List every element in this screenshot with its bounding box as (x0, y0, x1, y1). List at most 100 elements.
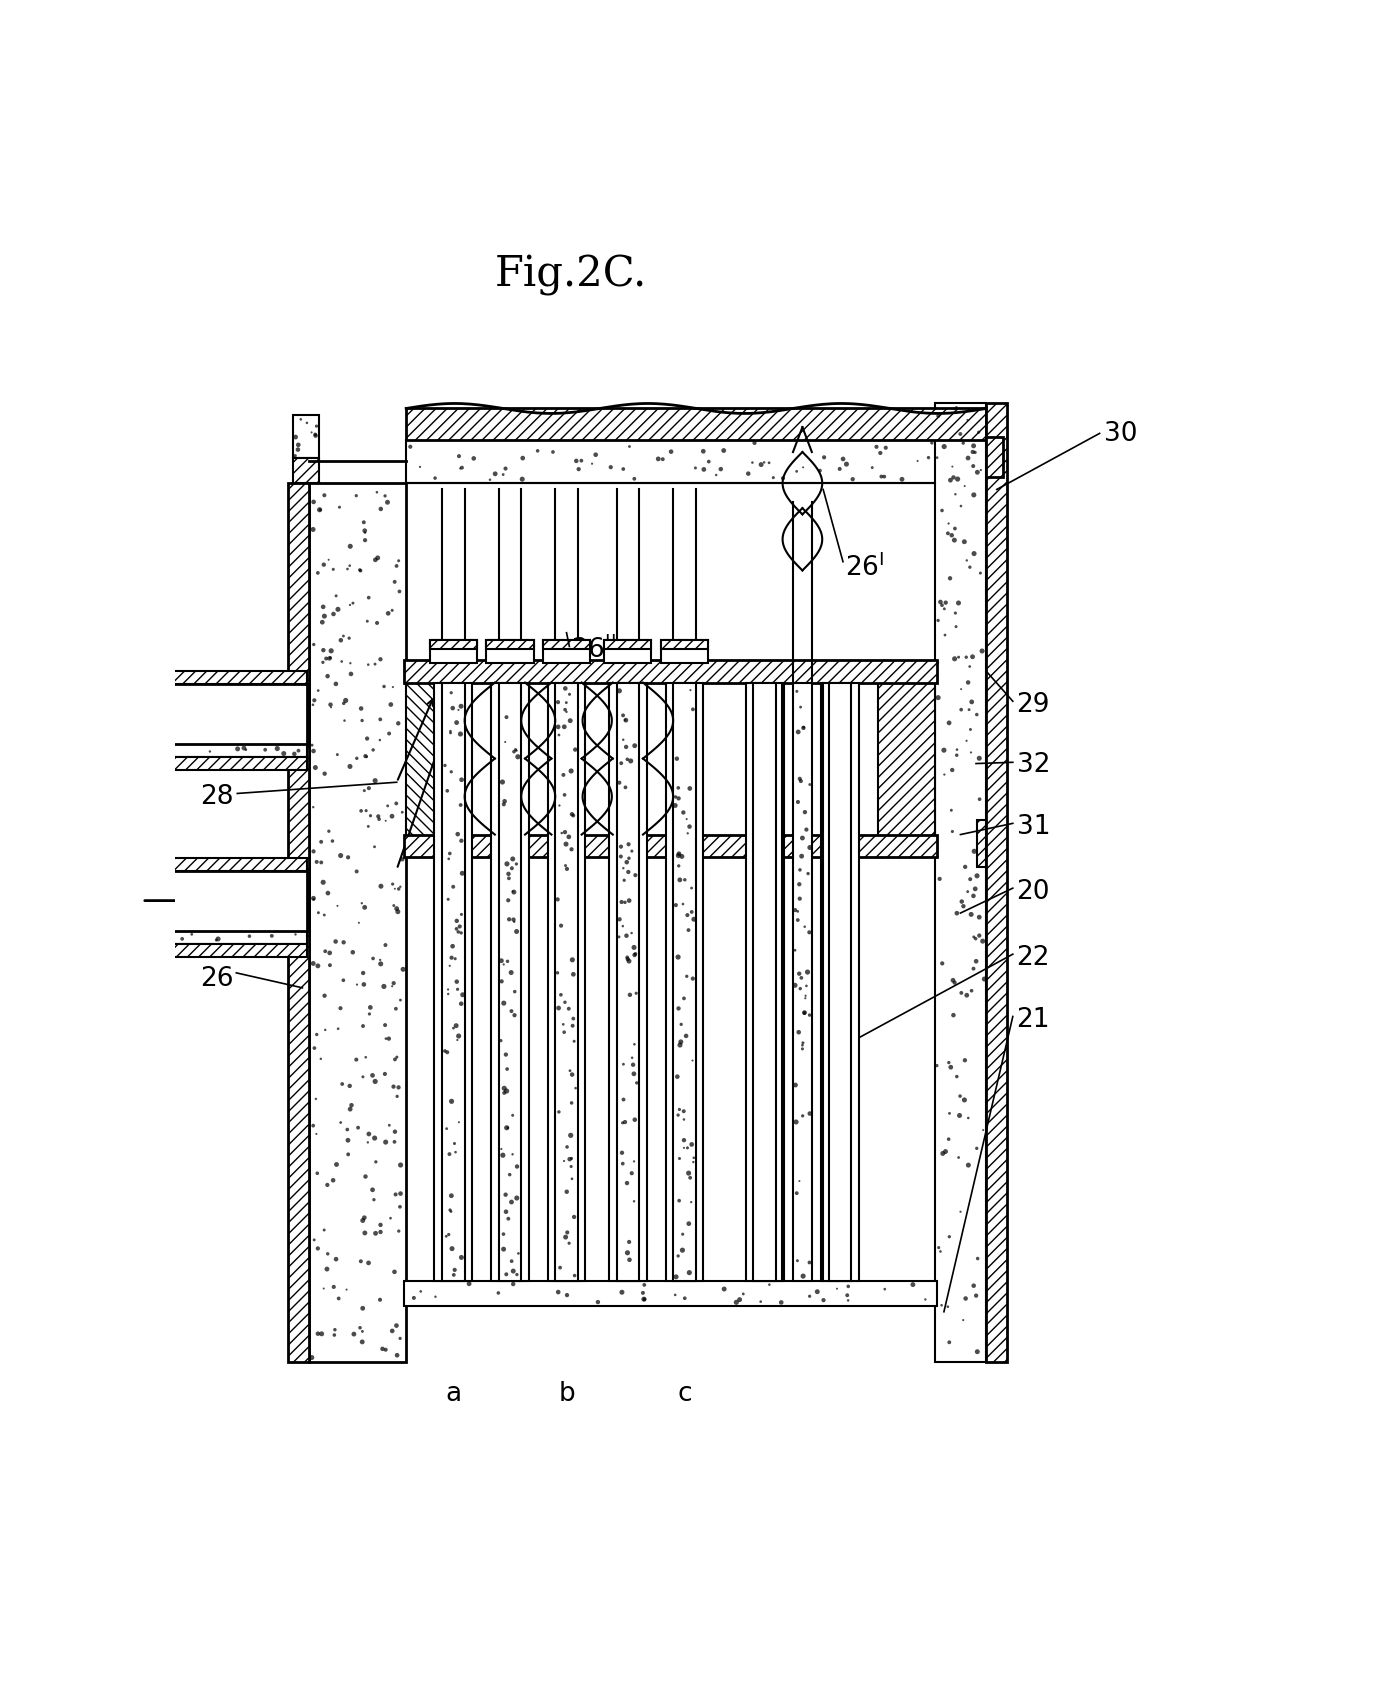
Point (664, 793, 686, 820)
Point (560, 1090, 582, 1117)
Bar (430, 640, 477, 650)
Point (633, 1285, 655, 1313)
Point (633, 1272, 655, 1299)
Point (339, 650, 361, 678)
Point (505, 737, 528, 764)
Point (963, 440, 986, 467)
Point (612, 1109, 634, 1136)
Point (364, 1124, 386, 1151)
Point (442, 874, 465, 902)
Point (948, 1144, 970, 1172)
Point (410, 1279, 433, 1306)
Point (951, 980, 973, 1007)
Point (963, 839, 986, 866)
Bar (609, 683, 647, 1280)
Point (941, 523, 963, 550)
Text: b: b (559, 1380, 575, 1406)
Point (871, 464, 893, 491)
Point (381, 803, 403, 830)
Bar (406, 440, 987, 484)
Point (357, 584, 379, 611)
Point (612, 703, 634, 730)
Point (491, 769, 514, 796)
Point (364, 767, 386, 795)
Point (440, 679, 462, 706)
Point (951, 888, 973, 915)
Point (493, 1075, 515, 1102)
Point (384, 1129, 406, 1156)
Point (309, 829, 332, 856)
Point (287, 737, 309, 764)
Bar (151, 931, 307, 944)
Point (438, 1221, 461, 1248)
Point (563, 1027, 585, 1054)
Point (623, 732, 645, 759)
Point (284, 922, 307, 949)
Point (382, 1073, 405, 1100)
Point (384, 1046, 406, 1073)
Point (931, 593, 953, 620)
Point (351, 708, 374, 735)
Text: a: a (445, 1380, 462, 1406)
Point (501, 846, 524, 873)
Bar (406, 409, 987, 440)
Point (938, 1100, 960, 1127)
Point (385, 1182, 407, 1209)
Point (790, 694, 812, 722)
Point (305, 413, 328, 440)
Point (554, 818, 577, 846)
Point (837, 1287, 860, 1314)
Point (329, 842, 351, 869)
Point (162, 679, 185, 706)
Point (314, 1017, 336, 1044)
Point (253, 737, 276, 764)
Point (336, 1116, 358, 1143)
Point (680, 898, 703, 925)
Point (357, 774, 379, 801)
Point (874, 464, 896, 491)
Point (665, 745, 687, 773)
Point (449, 693, 472, 720)
Point (787, 718, 809, 745)
Point (336, 555, 358, 582)
Point (563, 803, 585, 830)
Point (284, 443, 307, 470)
Point (581, 452, 603, 479)
Point (559, 1058, 581, 1085)
Point (370, 496, 392, 523)
Point (958, 1151, 980, 1178)
Point (154, 679, 176, 706)
Point (927, 649, 949, 676)
Point (171, 925, 193, 953)
Point (479, 467, 501, 494)
Point (613, 1109, 636, 1136)
Point (496, 1078, 518, 1105)
Point (305, 1121, 328, 1148)
Point (350, 696, 372, 723)
Point (869, 440, 892, 467)
Point (945, 742, 967, 769)
Point (806, 1279, 829, 1306)
Point (500, 998, 522, 1026)
Point (204, 868, 227, 895)
Point (388, 548, 410, 576)
Point (153, 681, 175, 708)
Point (956, 445, 979, 472)
Point (612, 1087, 634, 1114)
Point (762, 465, 784, 492)
Point (678, 917, 700, 944)
Point (673, 985, 696, 1012)
Point (941, 453, 963, 481)
Point (511, 467, 533, 494)
Point (666, 1063, 689, 1090)
Point (314, 902, 336, 929)
Point (679, 776, 701, 803)
Point (561, 1165, 584, 1192)
Point (370, 873, 392, 900)
Point (672, 800, 694, 827)
Point (944, 599, 966, 627)
Point (386, 1341, 409, 1369)
Point (322, 601, 344, 628)
Point (316, 664, 339, 691)
Point (438, 1141, 461, 1168)
